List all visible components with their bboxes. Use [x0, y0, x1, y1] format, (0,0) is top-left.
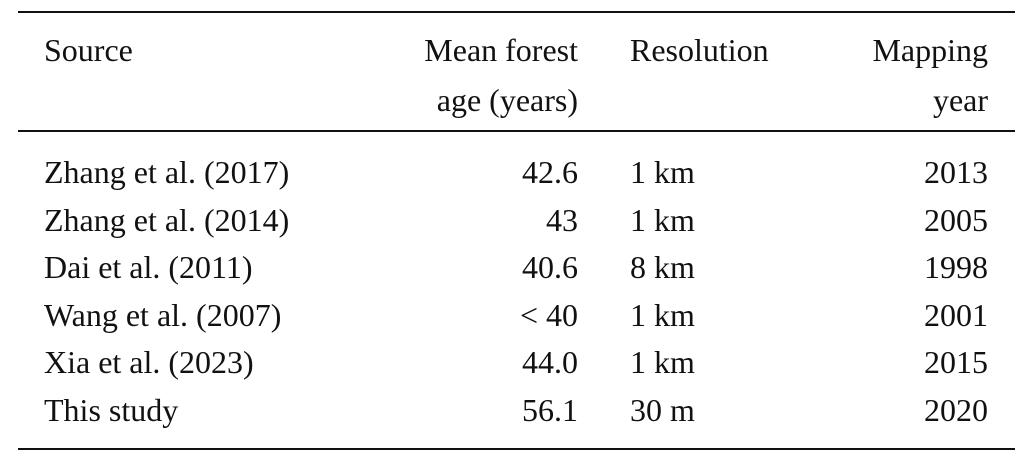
mapping-year-cell: 2013: [924, 154, 988, 190]
resolution-cell: 1 km: [630, 296, 695, 333]
header-mean-age-unit: age (years): [436, 82, 578, 118]
header-source: Source: [44, 32, 133, 68]
mapping-year-cell: 2001: [924, 296, 988, 333]
source-cell: Dai et al. (2011): [44, 249, 253, 286]
header-mapping-year: year: [932, 82, 988, 118]
resolution-cell: 1 km: [630, 201, 695, 238]
resolution-cell: 8 km: [630, 249, 695, 286]
resolution-cell: 1 km: [630, 154, 695, 190]
source-cell: Zhang et al. (2014): [44, 201, 290, 238]
mapping-year-cell: 2005: [924, 201, 988, 238]
source-cell: Zhang et al. (2017): [44, 154, 290, 190]
mean-age-cell: 40.6: [522, 249, 578, 286]
resolution-cell: 1 km: [630, 344, 695, 381]
mid-rule: [18, 130, 1015, 132]
mean-age-cell: 43: [546, 201, 578, 238]
bottom-rule: [18, 448, 1015, 450]
header-resolution: Resolution: [630, 32, 769, 68]
mapping-year-cell: 1998: [924, 249, 988, 286]
header-mean-age: Mean forest: [424, 32, 578, 68]
mean-age-cell: < 40: [519, 296, 578, 333]
top-rule: [18, 11, 1015, 13]
header-mapping: Mapping: [872, 32, 988, 68]
mapping-year-cell: 2020: [924, 392, 988, 428]
mean-age-cell: 42.6: [522, 154, 578, 190]
mapping-year-cell: 2015: [924, 344, 988, 381]
source-cell: This study: [44, 392, 179, 428]
resolution-cell: 30 m: [630, 392, 695, 428]
mean-age-cell: 56.1: [522, 392, 578, 428]
source-cell: Wang et al. (2007): [44, 296, 282, 333]
mean-age-cell: 44.0: [522, 344, 578, 381]
source-cell: Xia et al. (2023): [44, 344, 254, 381]
